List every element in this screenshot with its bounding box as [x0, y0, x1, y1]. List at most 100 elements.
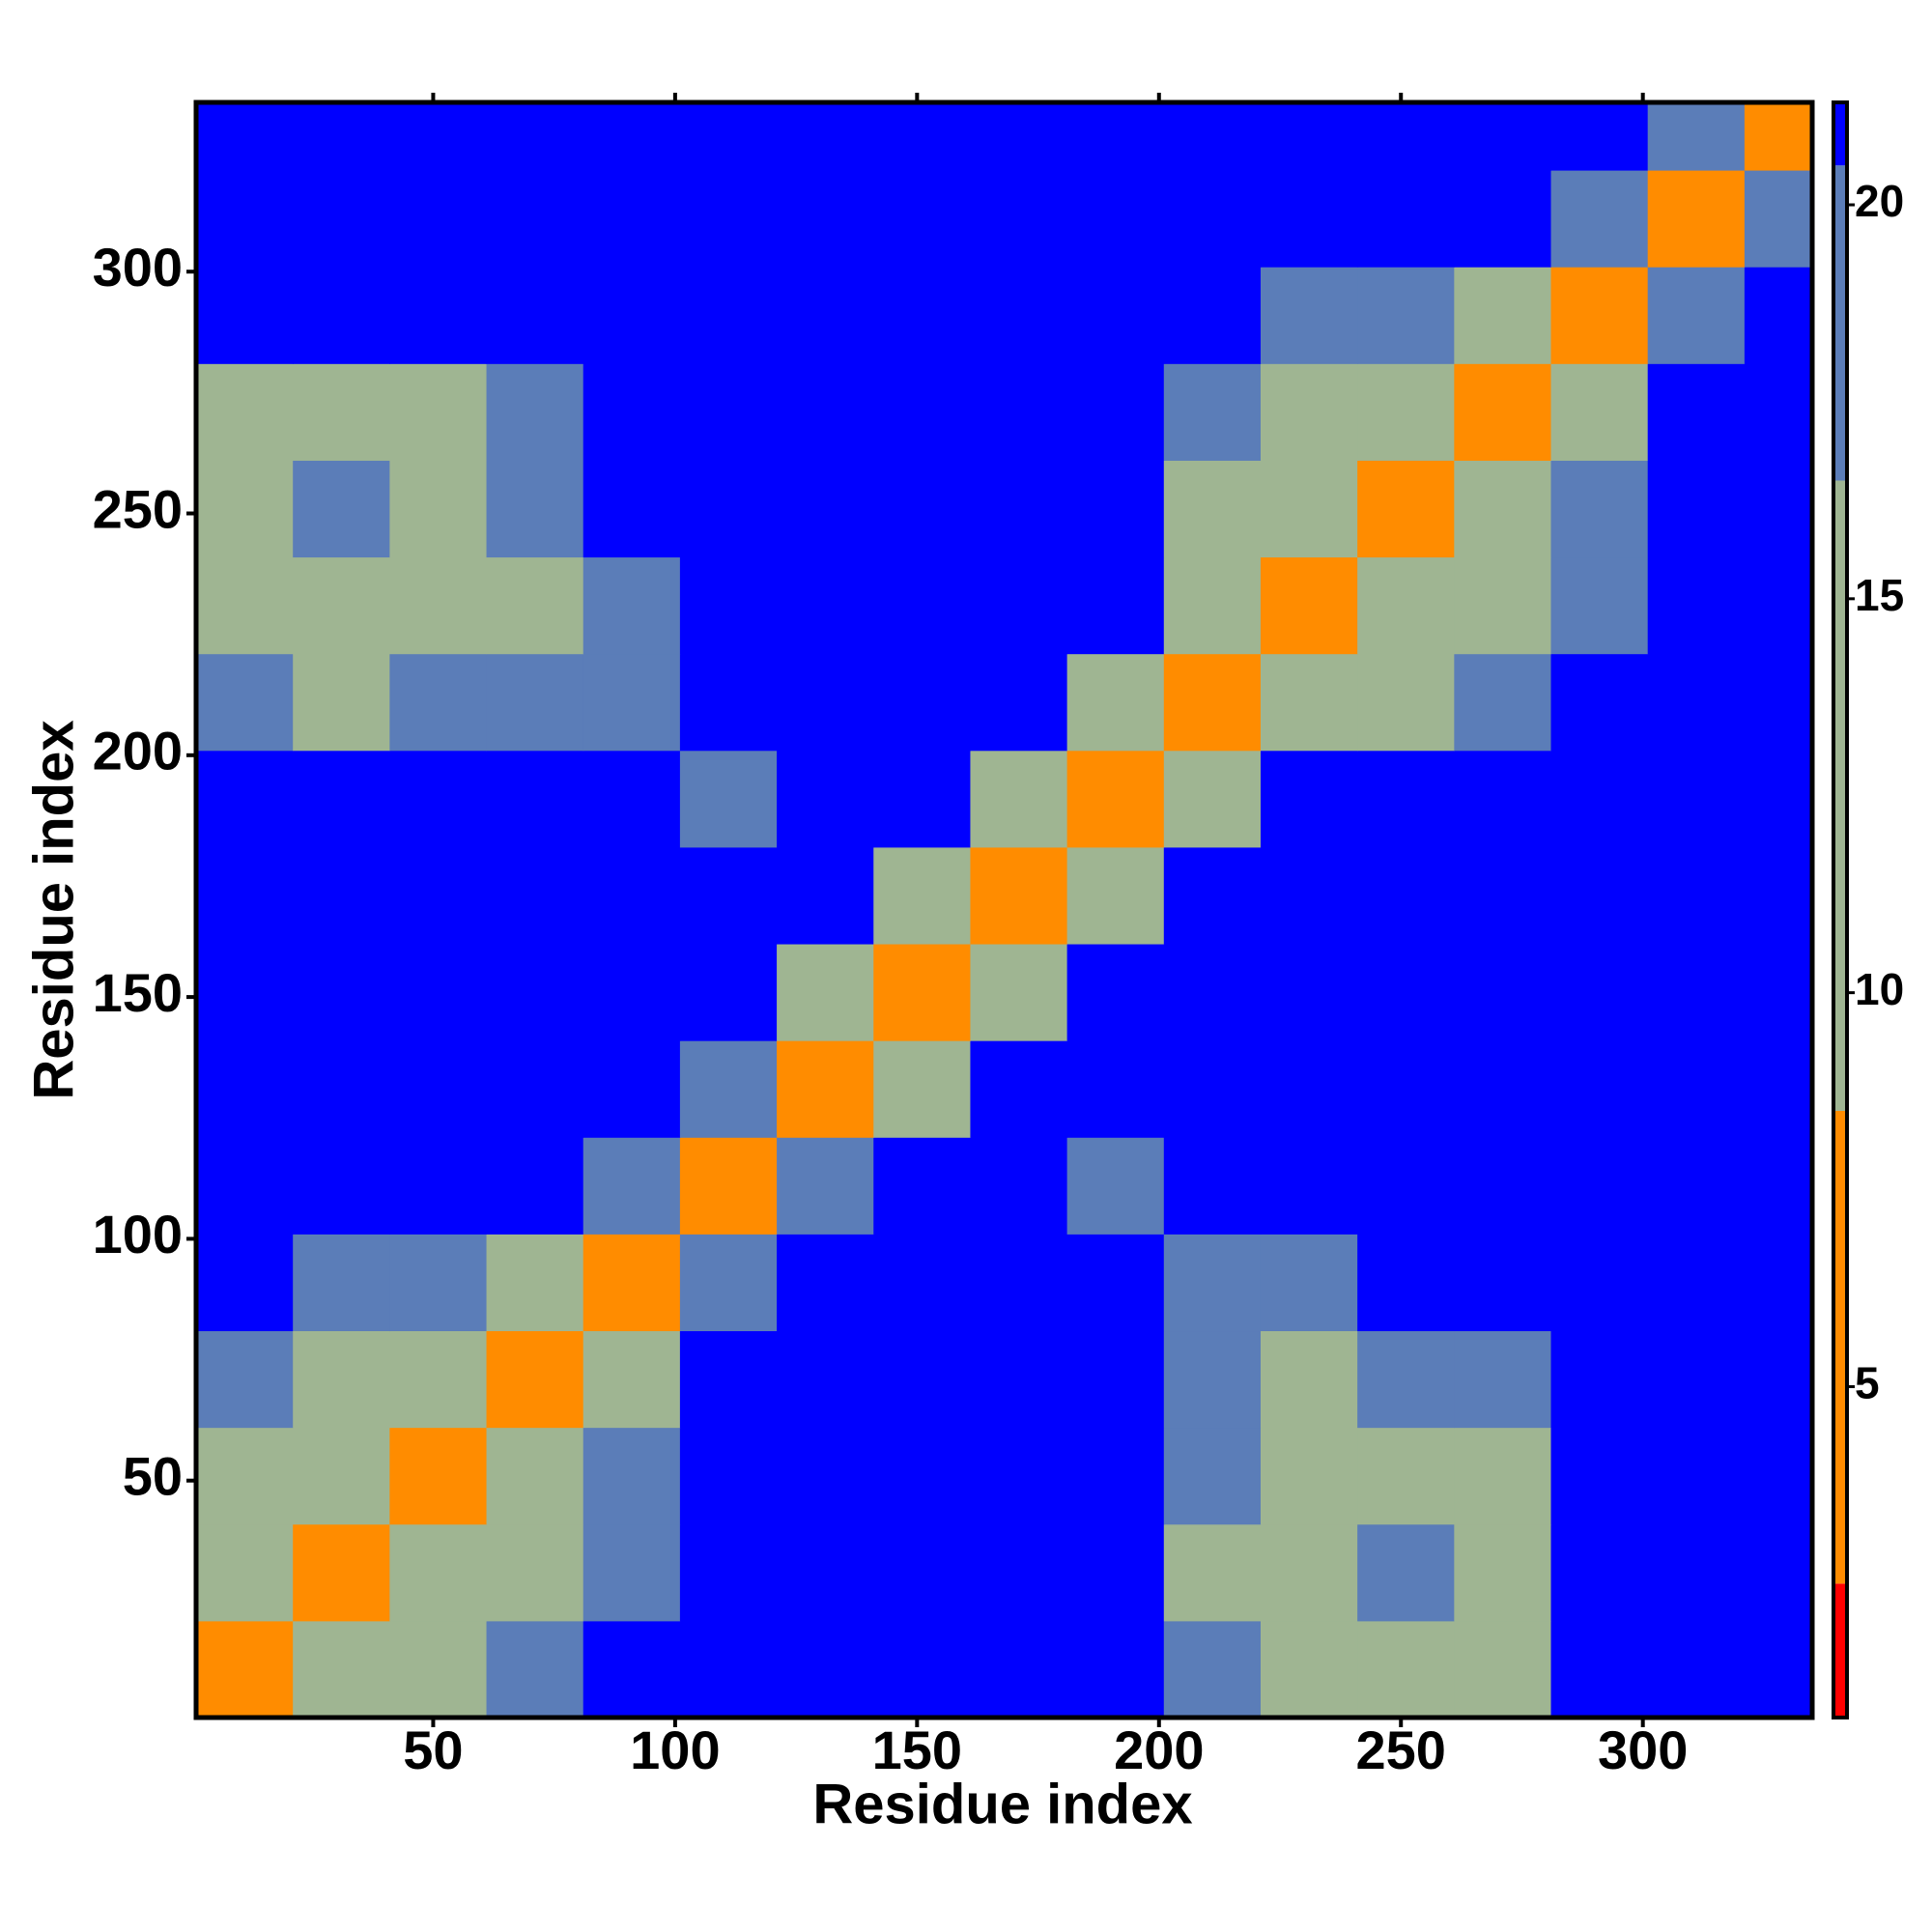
heatmap-cell — [1550, 267, 1649, 364]
y-axis-title: Residue index — [22, 720, 85, 1099]
heatmap-cell — [582, 363, 681, 461]
heatmap-cell — [293, 846, 390, 945]
heatmap-cell — [1550, 653, 1649, 752]
heatmap-cell — [1550, 1234, 1649, 1332]
heatmap-cell — [970, 102, 1068, 171]
heatmap-cell — [1260, 1523, 1358, 1622]
colorbar-segment — [1833, 480, 1847, 1111]
heatmap-cell — [1647, 170, 1746, 268]
heatmap-cell — [196, 944, 294, 1041]
heatmap-cell — [1550, 363, 1649, 461]
heatmap-cell — [1454, 750, 1552, 848]
heatmap-cell — [1066, 944, 1165, 1041]
heatmap-cell — [1744, 750, 1813, 848]
heatmap-cell — [389, 750, 488, 848]
colorbar-segment — [1833, 1583, 1847, 1718]
heatmap-cell — [582, 1040, 681, 1138]
heatmap-cell — [1744, 363, 1813, 461]
heatmap-cell — [293, 1234, 390, 1332]
heatmap-cell — [777, 1330, 874, 1429]
heatmap-cell — [486, 460, 584, 558]
heatmap-cell — [1260, 944, 1358, 1041]
heatmap-cell — [1357, 750, 1455, 848]
heatmap-cell — [679, 1330, 778, 1429]
heatmap-cell — [1647, 460, 1746, 558]
heatmap-cell — [196, 1234, 294, 1332]
heatmap-cell — [679, 102, 778, 171]
heatmap-cell — [1454, 363, 1552, 461]
heatmap-cell — [679, 1137, 778, 1235]
heatmap-cell — [679, 944, 778, 1041]
heatmap-cell — [679, 1620, 778, 1719]
heatmap-cell — [389, 944, 488, 1041]
heatmap-cell — [1550, 1620, 1649, 1719]
heatmap-cell — [1260, 460, 1358, 558]
heatmap-cell — [777, 556, 874, 655]
heatmap-cell — [1066, 170, 1165, 268]
heatmap-cell — [777, 1523, 874, 1622]
heatmap-cell — [777, 653, 874, 752]
heatmap-cell — [679, 170, 778, 268]
heatmap-cell — [970, 267, 1068, 364]
heatmap-cell — [970, 653, 1068, 752]
heatmap-cell — [196, 170, 294, 268]
heatmap-cell — [1163, 1427, 1262, 1525]
heatmap-cell — [389, 1427, 488, 1525]
heatmap-cell — [1744, 1137, 1813, 1235]
heatmap-cell — [970, 846, 1068, 945]
heatmap-cell — [679, 1040, 778, 1138]
heatmap-cell — [1260, 1234, 1358, 1332]
heatmap-cell — [1454, 1040, 1552, 1138]
heatmap-cell — [293, 750, 390, 848]
heatmap-cell — [1260, 653, 1358, 752]
heatmap-cell — [196, 846, 294, 945]
heatmap-cell — [1163, 1040, 1262, 1138]
heatmap-cell — [970, 1620, 1068, 1719]
heatmap-cell — [293, 1427, 390, 1525]
heatmap-cell — [389, 460, 488, 558]
heatmap-cell — [1163, 944, 1262, 1041]
heatmap-cell — [1647, 1427, 1746, 1525]
heatmap-cell — [1454, 1427, 1552, 1525]
heatmap-cell — [582, 1523, 681, 1622]
heatmap-cell — [873, 460, 971, 558]
heatmap-cell — [1454, 1620, 1552, 1719]
heatmap-cell — [582, 944, 681, 1041]
heatmap-cell — [486, 1040, 584, 1138]
heatmap-cell — [873, 750, 971, 848]
heatmap-cell — [1066, 1427, 1165, 1525]
heatmap-cell — [486, 1330, 584, 1429]
heatmap-cell — [777, 846, 874, 945]
heatmap-cell — [679, 556, 778, 655]
heatmap-cell — [196, 750, 294, 848]
heatmap-cell — [486, 267, 584, 364]
heatmap-cell — [486, 102, 584, 171]
heatmap-cell — [486, 750, 584, 848]
heatmap-cell — [1550, 556, 1649, 655]
heatmap-cell — [1744, 460, 1813, 558]
heatmap-cell — [1260, 1330, 1358, 1429]
heatmap-cell — [1163, 653, 1262, 752]
heatmap-cell — [389, 653, 488, 752]
heatmap-cell — [777, 102, 874, 171]
heatmap-cell — [293, 556, 390, 655]
heatmap-cell — [1647, 267, 1746, 364]
heatmap-cell — [873, 1330, 971, 1429]
y-tick-label: 300 — [93, 237, 183, 298]
y-tick-label: 250 — [93, 478, 183, 539]
heatmap-cell — [1744, 944, 1813, 1041]
heatmap-cell — [679, 1523, 778, 1622]
y-tick-label: 50 — [123, 1446, 183, 1507]
heatmap-cell — [196, 1620, 294, 1719]
heatmap-cell — [1744, 1427, 1813, 1525]
heatmap-cell — [293, 944, 390, 1041]
heatmap-cell — [293, 653, 390, 752]
heatmap-cell — [1260, 267, 1358, 364]
heatmap-cell — [1260, 556, 1358, 655]
heatmap-cell — [1454, 267, 1552, 364]
heatmap-cell — [1647, 1234, 1746, 1332]
heatmap-cell — [389, 1137, 488, 1235]
heatmap-cell — [679, 750, 778, 848]
heatmap-cell — [1163, 170, 1262, 268]
